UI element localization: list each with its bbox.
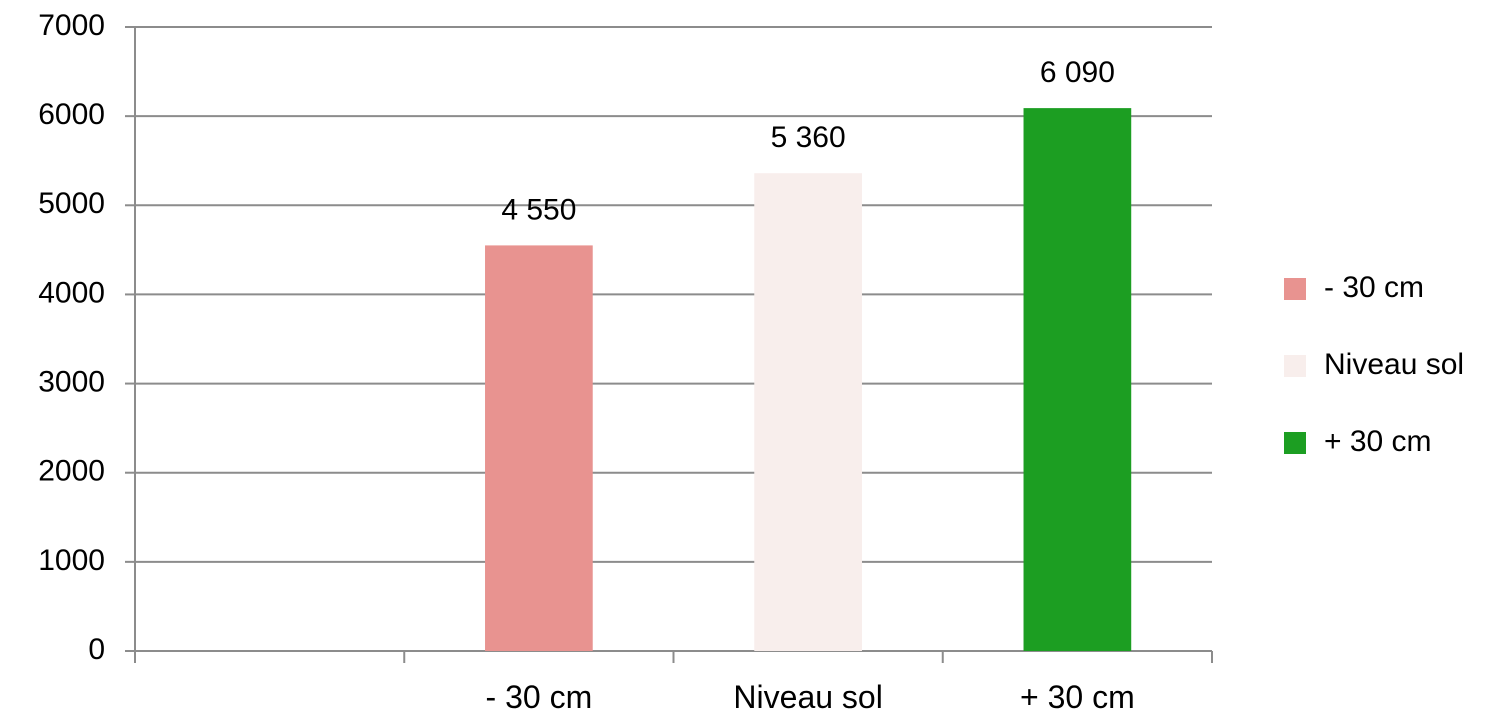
y-axis: 0 1000 2000 3000 4000 5000 6000 7000 [38, 9, 136, 666]
y-tick-label: 5000 [38, 187, 105, 220]
data-label: 5 360 [771, 121, 846, 154]
bars [485, 108, 1132, 652]
legend-swatch [1284, 432, 1306, 454]
legend-label: + 30 cm [1324, 425, 1432, 458]
bar [1023, 108, 1132, 652]
legend-label: - 30 cm [1324, 271, 1424, 304]
y-tick-label: 4000 [38, 276, 105, 309]
y-tick-label: 3000 [38, 365, 105, 398]
bar [754, 173, 862, 652]
legend-swatch [1284, 278, 1306, 300]
x-tick-label: - 30 cm [486, 679, 593, 715]
legend-swatch [1284, 355, 1306, 377]
y-tick-label: 7000 [38, 9, 105, 42]
y-tick-label: 1000 [38, 544, 105, 577]
legend-label: Niveau sol [1324, 348, 1464, 381]
data-labels: 4 550 5 360 6 090 [501, 56, 1115, 226]
bar [485, 245, 593, 651]
data-label: 4 550 [501, 193, 576, 226]
grid-lines [135, 26, 1212, 563]
data-label: 6 090 [1040, 56, 1115, 89]
y-tick-label: 2000 [38, 455, 105, 488]
y-tick-label: 0 [88, 633, 105, 666]
legend: - 30 cm Niveau sol + 30 cm [1284, 271, 1464, 458]
x-axis: - 30 cm Niveau sol + 30 cm [125, 650, 1213, 715]
y-tick-label: 6000 [38, 98, 105, 131]
x-tick-label: + 30 cm [1020, 679, 1135, 715]
x-tick-label: Niveau sol [733, 679, 882, 715]
